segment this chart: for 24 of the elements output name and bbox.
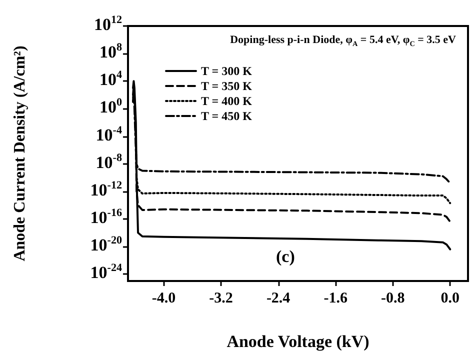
y-tick-label: 10$^{8}$ [99,41,122,62]
y-tick-label: 10$^{-16}$ [90,206,122,227]
x-tick-label: -2.4 [266,290,291,306]
y-tick-label: 10$^{-20}$ [90,234,122,254]
legend-label: T = 300 K [201,64,253,78]
y-tick-label: 10$^{-8}$ [96,151,122,172]
legend-label: T = 450 K [201,109,253,123]
legend-label: T = 350 K [201,79,253,93]
x-tick-label: -3.2 [209,290,233,306]
y-tick-label: 10$^{-24}$ [90,262,122,282]
y-axis-title: Anode Current Density (A/cm²) [12,46,28,262]
x-tick-label: -0.8 [380,290,405,306]
x-tick-label: 0.0 [440,290,460,306]
y-tick-label: 10$^{12}$ [94,14,122,34]
y-tick-label: 10$^{-12}$ [90,178,122,200]
legend-label: T = 400 K [201,94,253,108]
y-tick-label: 10$^{4}$ [99,68,122,90]
y-tick-label: 10$^{0}$ [99,96,122,117]
annotation: (c) [276,247,295,266]
x-tick-label: -1.6 [324,290,348,306]
x-tick-label: -4.0 [152,290,176,306]
x-axis-title: Anode Voltage (kV) [226,332,370,351]
text: Doping-less p-i-n Diode, φ$_{A}$ = 5.4 eV, φ$_{C}$ = 3.5 eV [230,34,456,48]
y-tick-label: 10$^{-4}$ [96,124,122,144]
